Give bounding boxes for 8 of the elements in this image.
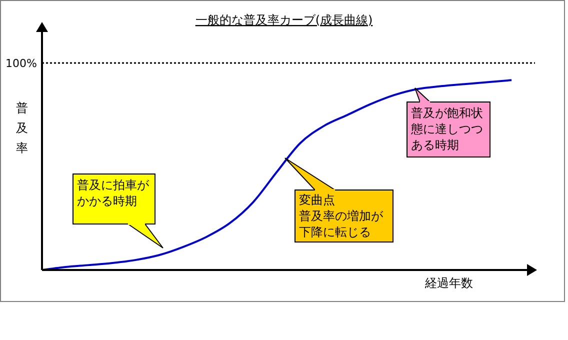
chart-title: 一般的な普及率カーブ(成長曲線) xyxy=(195,13,373,27)
annotation: 普及率の増加が下降に転じる xyxy=(299,208,384,240)
annotation: 変曲点 xyxy=(299,192,336,208)
annotation: 普及が飽和状態に達しつつある時期 xyxy=(411,105,484,153)
x-axis-title: 経過年数 xyxy=(424,276,473,290)
annotation: 普及に拍車がかかる時期 xyxy=(77,177,150,209)
y-axis-title: 普及率 xyxy=(16,101,28,155)
text: 100% xyxy=(6,56,37,70)
